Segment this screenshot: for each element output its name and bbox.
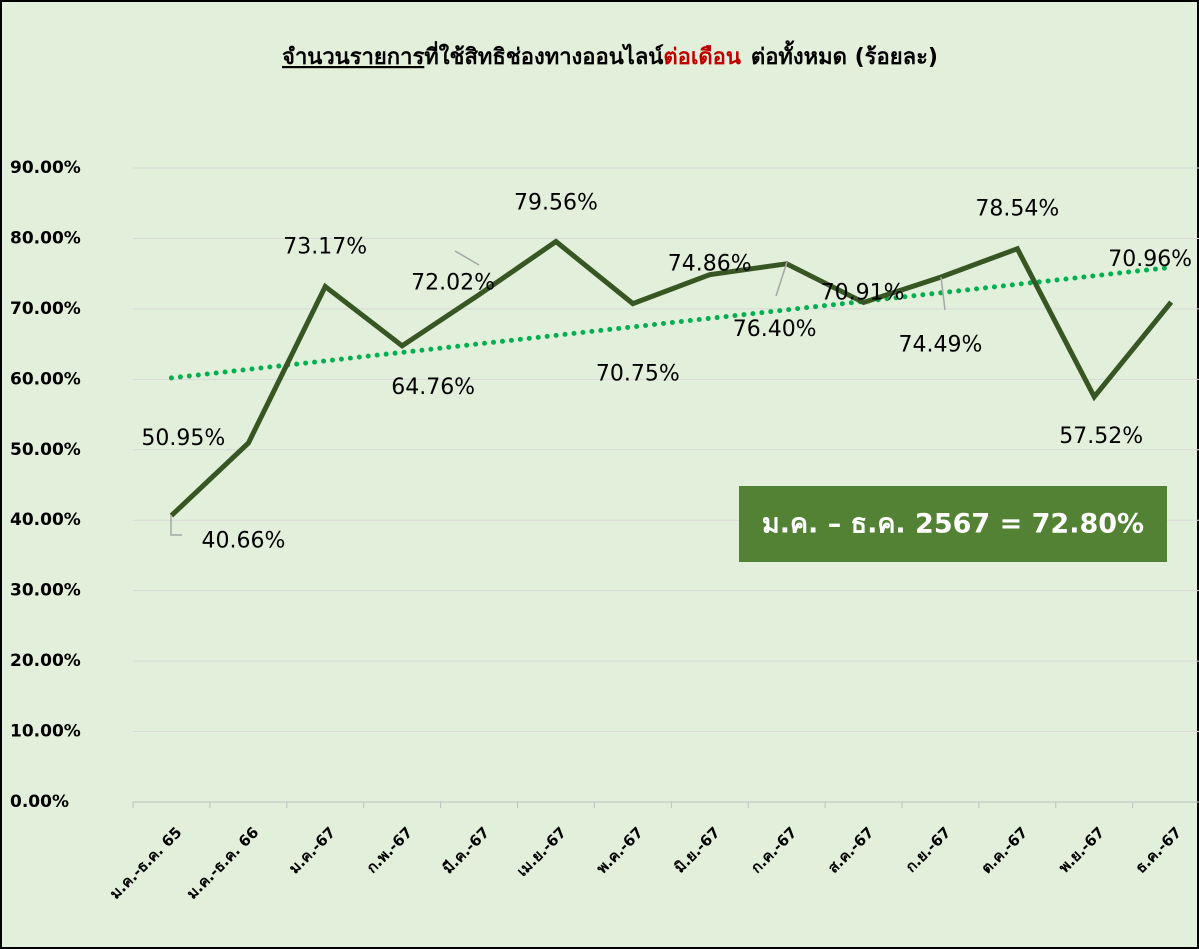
leader-line bbox=[170, 515, 182, 536]
data-label: 70.91% bbox=[821, 280, 905, 305]
leader-line bbox=[775, 261, 788, 297]
title-part: จำนวนรายการ bbox=[282, 45, 424, 70]
y-tick-label: 60.00% bbox=[10, 369, 81, 389]
leader-line bbox=[940, 276, 946, 311]
y-tick-label: 30.00% bbox=[10, 581, 81, 601]
data-label: 70.75% bbox=[596, 362, 680, 387]
data-label: 40.66% bbox=[202, 529, 286, 554]
data-label: 70.96% bbox=[1108, 247, 1192, 272]
data-label: 74.49% bbox=[899, 332, 983, 357]
y-tick-label: 70.00% bbox=[10, 299, 81, 319]
title-part: ต่อทั้งหมด (ร้อยละ) bbox=[751, 40, 938, 70]
y-tick-label: 10.00% bbox=[10, 722, 81, 742]
y-tick-label: 90.00% bbox=[10, 158, 81, 178]
title-part: ที่ใช้สิทธิช่องทางออนไลน์ bbox=[424, 40, 663, 70]
annotation-box bbox=[739, 486, 1167, 562]
data-label: 57.52% bbox=[1059, 424, 1143, 449]
data-label: 76.40% bbox=[733, 317, 817, 342]
trendline bbox=[168, 264, 1174, 381]
data-label: 72.02% bbox=[411, 271, 495, 296]
data-label: 73.17% bbox=[283, 235, 367, 260]
data-label: 74.86% bbox=[668, 252, 752, 277]
series-line bbox=[169, 238, 1174, 518]
title-part: ต่อเดือน bbox=[663, 45, 741, 70]
data-label: 78.54% bbox=[975, 197, 1059, 222]
chart-title: จำนวนรายการที่ใช้สิทธิช่องทางออนไลน์ต่อเ… bbox=[282, 40, 938, 70]
data-label: 64.76% bbox=[391, 375, 475, 400]
data-label: 79.56% bbox=[514, 191, 598, 216]
leader-line bbox=[454, 250, 480, 266]
y-tick-label: 20.00% bbox=[10, 651, 81, 671]
y-tick-label: 80.00% bbox=[10, 228, 81, 248]
data-label: 50.95% bbox=[141, 426, 225, 451]
y-tick-label: 0.00% bbox=[10, 792, 69, 812]
annotation: ม.ค. – ธ.ค. 2567 = 72.80% bbox=[762, 509, 1144, 540]
y-tick-label: 40.00% bbox=[10, 510, 81, 530]
y-tick-label: 50.00% bbox=[10, 440, 81, 460]
